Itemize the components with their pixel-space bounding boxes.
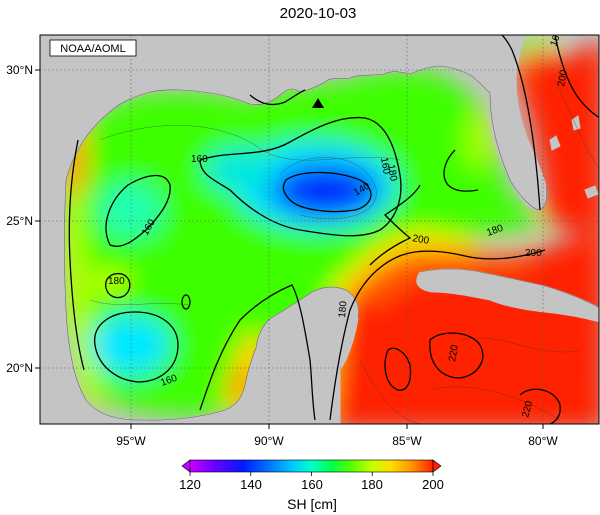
lat-label-30n: 30°N [6, 63, 33, 77]
map-area: 160 160 160 160 180 140 160 180 200 200 … [40, 35, 599, 424]
contour-180-small [105, 272, 131, 299]
sea-height-field [61, 35, 599, 424]
contour-160-west [105, 174, 171, 247]
lon-label-85w: 85°W [392, 434, 422, 448]
contour-180-north [249, 89, 306, 106]
contour-180-west-rim [68, 139, 85, 371]
colorbar-bar [189, 459, 434, 473]
contour-200-florida [501, 35, 541, 211]
colorbar-tick-160: 160 [301, 477, 323, 492]
colorbar-tick-200: 200 [422, 477, 444, 492]
contour-180-northeast [369, 184, 421, 266]
lon-label-90w: 90°W [254, 434, 284, 448]
contour-label-13: 220 [520, 399, 535, 418]
credit-box [49, 39, 137, 57]
lon-label-80w: 80°W [528, 434, 558, 448]
colorbar-min-arrow [181, 459, 191, 473]
contour-200-loop [329, 249, 546, 421]
major-contours [68, 35, 599, 424]
contour-label-15: 180 [385, 164, 399, 183]
colorbar-tick-180: 180 [361, 477, 383, 492]
credit-text: NOAA/AOML [60, 43, 125, 55]
contour-180-south [199, 284, 316, 421]
graticule [40, 35, 599, 424]
contour-140 [282, 171, 372, 213]
contour-200-ring [384, 347, 412, 391]
colorbar-label: SH [cm] [287, 496, 337, 512]
lon-label-95w: 95°W [116, 434, 146, 448]
map-frame [39, 34, 600, 425]
contour-220-southeast [519, 388, 561, 424]
contour-small-ellipse [181, 294, 191, 310]
lat-label-20n: 20°N [6, 361, 33, 375]
contour-180-florida [443, 149, 479, 192]
contour-label-14: 200 [556, 69, 570, 88]
axis-ticks [35, 69, 544, 429]
contour-label-5: 180 [108, 276, 125, 287]
contour-label-1: 160 [191, 154, 208, 165]
contour-label-8: 180 [337, 300, 349, 318]
colorbar-tick-140: 140 [240, 477, 262, 492]
map-title: 2020-10-03 [280, 5, 357, 22]
lat-label-25n: 25°N [6, 214, 33, 228]
colorbar-max-arrow [432, 459, 442, 473]
contour-160-eddy [199, 116, 402, 237]
contour-200-east [554, 35, 599, 119]
contour-label-2: 160 [378, 157, 392, 176]
contour-label-10: 200 [525, 248, 542, 259]
colorbar: 120 140 160 180 200 SH [cm] [179, 459, 444, 512]
contour-label-12: 220 [447, 344, 461, 363]
contour-160-southwest [94, 311, 179, 383]
station-marker-icon [312, 98, 324, 108]
contour-220-ring [429, 332, 484, 379]
contour-label-9: 200 [411, 233, 430, 247]
colorbar-tick-120: 120 [179, 477, 201, 492]
